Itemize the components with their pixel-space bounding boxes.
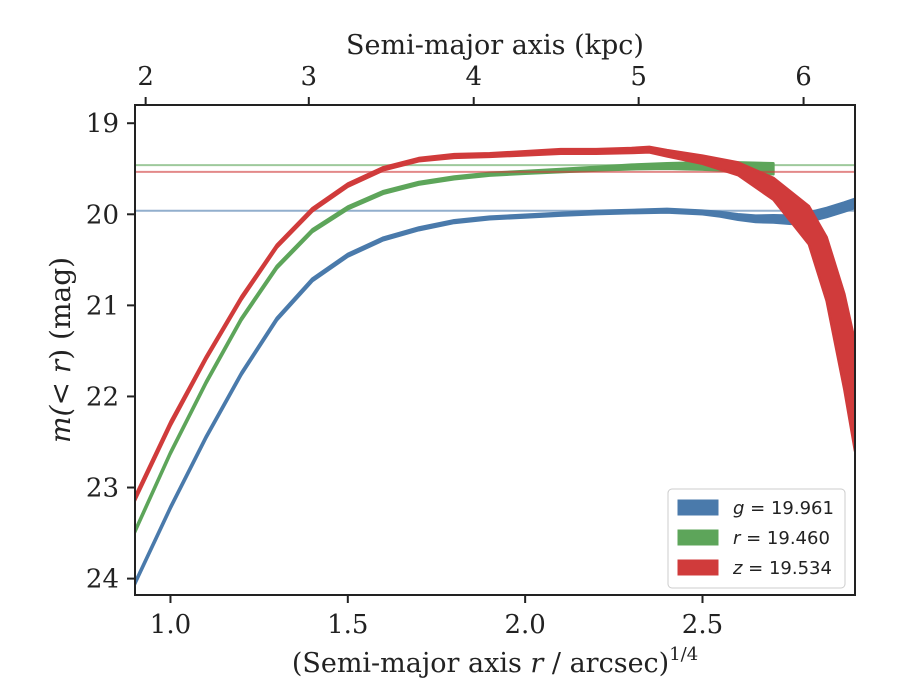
legend-label-r: r = 19.460 [733,528,830,549]
band-r [135,161,775,534]
y-tick-label: 22 [86,382,119,412]
plot-frame [134,104,856,596]
top-axis-title: Semi-major axis (kpc) [346,30,644,61]
x-axis-title: (Semi-major axis r / arcsec)1/4 [292,644,698,679]
y-tick-label: 20 [86,200,119,230]
series-g [135,197,855,586]
top-tick-label: 4 [465,62,482,92]
legend-items: g = 19.961 r = 19.460 z = 19.534 [677,498,834,579]
legend: g = 19.961 r = 19.460 z = 19.534 [667,488,846,589]
legend-swatch-z [677,559,719,576]
legend-swatch-g [677,499,719,516]
legend-label-g: g = 19.961 [733,498,834,519]
band-z [135,145,855,502]
legend-label-z: z = 19.534 [732,558,832,579]
x-axis-top: 2 3 4 5 6 [137,62,812,105]
x-tick-label: 2.5 [682,610,723,640]
series-layer [135,145,855,586]
top-tick-label: 3 [301,62,318,92]
y-tick-label: 21 [86,291,119,321]
y-axis-left: 19 20 21 22 23 24 [86,109,135,595]
x-axis-bottom: 1.0 1.5 2.0 2.5 [150,595,723,640]
top-tick-label: 6 [795,62,812,92]
y-tick-label: 19 [86,109,119,139]
top-tick-label: 2 [137,62,154,92]
series-z [135,145,855,502]
band-g [135,197,855,586]
legend-swatch-r [677,529,719,546]
x-tick-label: 2.0 [504,610,545,640]
top-tick-label: 5 [630,62,647,92]
y-tick-label: 24 [86,565,119,595]
y-axis-title: m(< r) (mag) [44,257,77,443]
x-tick-label: 1.0 [150,610,191,640]
x-tick-label: 1.5 [327,610,368,640]
y-tick-label: 23 [86,474,119,504]
